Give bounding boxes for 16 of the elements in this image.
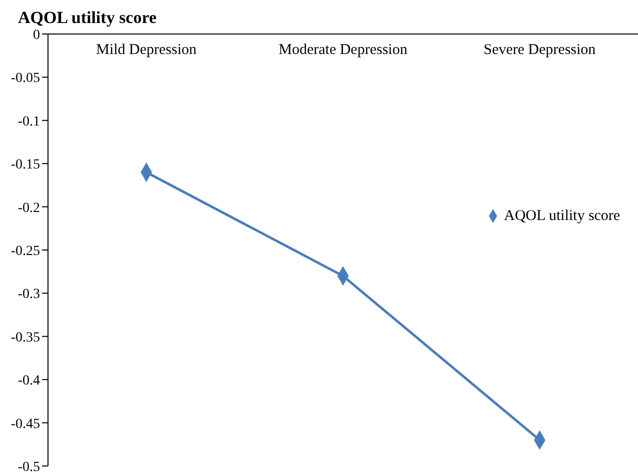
x-tick-label: Mild Depression xyxy=(95,42,198,59)
y-tick-label: -0.1 xyxy=(18,114,40,130)
y-tick-label: -0.4 xyxy=(18,374,40,389)
y-tick-label: -0.15 xyxy=(10,158,40,173)
x-tick-label: Moderate Depression xyxy=(278,42,408,59)
y-tick-label: -0.25 xyxy=(10,244,40,259)
y-tick-label: -0.35 xyxy=(10,330,40,346)
x-tick-label: Severe Depression xyxy=(482,42,597,59)
y-tick-label: -0.3 xyxy=(18,287,40,302)
y-tick-label: 0 xyxy=(33,28,40,43)
legend-label: AQOL utility score xyxy=(504,208,620,224)
y-tick-label: -0.2 xyxy=(18,200,40,216)
y-tick-label: -0.05 xyxy=(10,71,40,86)
y-tick-label: -0.5 xyxy=(18,460,40,475)
y-tick-label: -0.45 xyxy=(10,416,40,432)
chart-title: AQOL utility score xyxy=(18,8,157,28)
